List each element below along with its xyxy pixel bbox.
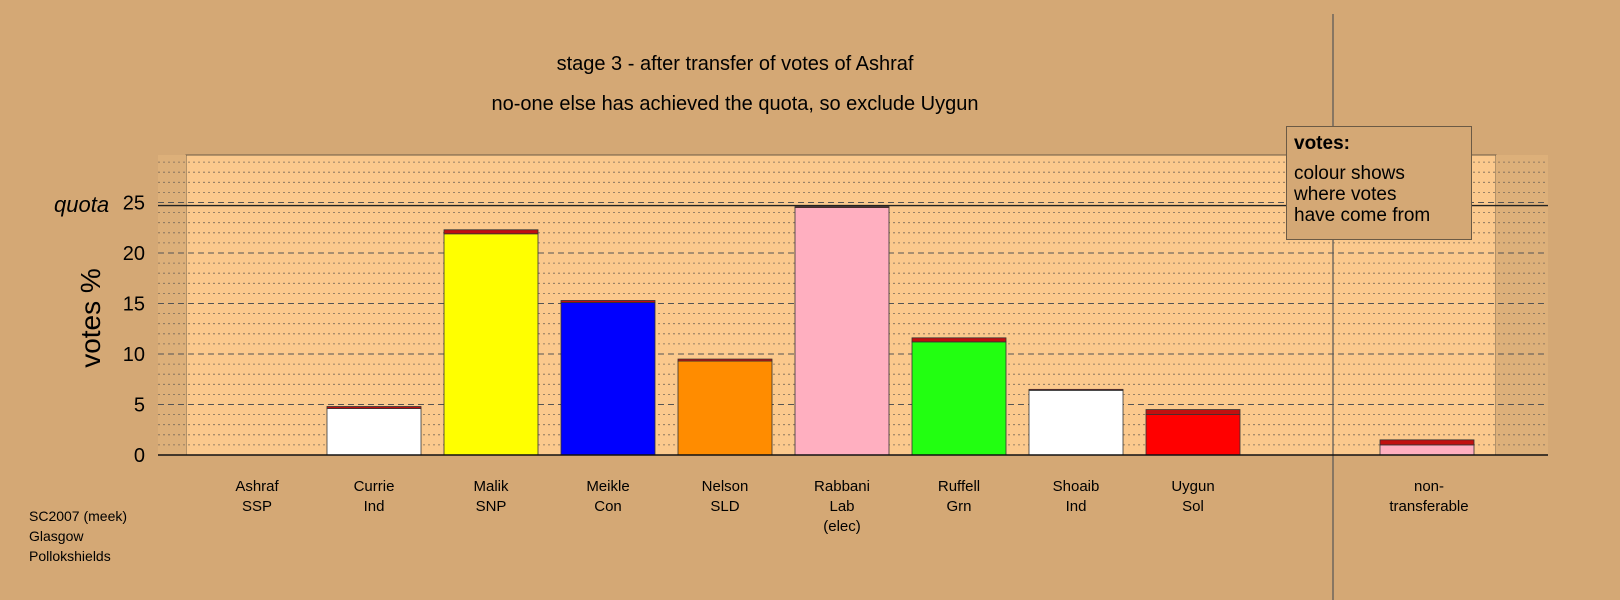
bar-malik-transfer-segment xyxy=(443,229,539,235)
bar-ruffell-bar xyxy=(911,341,1007,456)
bar-currie-transfer-segment xyxy=(326,406,422,409)
source-line: SC2007 (meek) xyxy=(29,508,128,524)
bar-shoaib-transfer-segment xyxy=(1028,388,1124,391)
nontransferable-label: non- xyxy=(1414,478,1444,495)
chart-subtitle: no-one else has achieved the quota, so e… xyxy=(491,93,979,115)
candidate-label: Currie xyxy=(354,478,395,495)
y-tick-label: 20 xyxy=(123,243,145,265)
bar-meikle-transfer-segment xyxy=(560,300,656,303)
chart-title: stage 3 - after transfer of votes of Ash… xyxy=(556,53,914,75)
candidate-label: Grn xyxy=(946,498,971,515)
candidate-label: Lab xyxy=(829,498,854,515)
y-axis-label: votes % xyxy=(75,268,106,368)
candidate-label: Rabbani xyxy=(814,478,870,495)
y-tick-label: 5 xyxy=(134,395,145,417)
bar-meikle-bar xyxy=(560,302,656,456)
legend-line: where votes xyxy=(1294,184,1397,205)
bar-rabbani-bar xyxy=(794,207,890,456)
bar-ruffell-transfer-segment xyxy=(911,337,1007,343)
bar-shoaib-bar xyxy=(1028,389,1124,456)
plot-margin-left xyxy=(158,155,186,455)
source-line: Pollokshields xyxy=(29,548,111,564)
candidate-label: Ruffell xyxy=(938,478,980,495)
source-line: Glasgow xyxy=(29,528,84,544)
labels: Ashraf SSP Currie Ind Malik SNP Meikle Con Nelso… xyxy=(123,193,1469,536)
candidate-label: SSP xyxy=(242,498,272,515)
plot-margin-right xyxy=(1496,155,1548,455)
bars xyxy=(326,206,1475,456)
y-tick-label: 15 xyxy=(123,294,145,316)
candidate-label: (elec) xyxy=(823,518,861,535)
y-tick-label: 10 xyxy=(123,344,145,366)
candidate-label: Ind xyxy=(364,498,385,515)
bar-nontransferable-bar xyxy=(1379,444,1475,456)
candidate-label: Meikle xyxy=(586,478,629,495)
nontransferable-label: transferable xyxy=(1389,498,1468,515)
candidate-label: Malik xyxy=(473,478,509,495)
quota-label: quota xyxy=(54,192,110,217)
legend-line: have come from xyxy=(1294,205,1431,226)
bar-nelson-bar xyxy=(677,360,773,456)
bar-uygun-transfer-segment xyxy=(1145,409,1241,415)
y-tick-label: 25 xyxy=(123,193,145,215)
bar-currie-bar xyxy=(326,408,422,456)
source-note: SC2007 (meek) Glasgow Pollokshields xyxy=(29,506,127,566)
bar-nelson-transfer-segment xyxy=(677,358,773,362)
legend-box: votes: colour shows where votes have com… xyxy=(1286,126,1472,240)
candidate-label: Uygun xyxy=(1171,478,1214,495)
candidate-label: Con xyxy=(594,498,622,515)
y-tick-label: 0 xyxy=(134,445,145,467)
candidate-label: Ind xyxy=(1066,498,1087,515)
candidate-label: SNP xyxy=(476,498,507,515)
candidate-label: Shoaib xyxy=(1053,478,1100,495)
legend-title: votes: xyxy=(1294,133,1350,154)
bar-malik-bar xyxy=(443,233,539,456)
candidate-label: Ashraf xyxy=(235,478,279,495)
bar-rabbani-transfer-segment xyxy=(794,206,890,208)
legend-line: colour shows xyxy=(1294,163,1405,184)
candidate-label: Nelson xyxy=(702,478,749,495)
bar-uygun-bar xyxy=(1145,414,1241,456)
candidate-label: SLD xyxy=(710,498,739,515)
candidate-label: Sol xyxy=(1182,498,1204,515)
bar-nontransferable-transfer-segment xyxy=(1379,439,1475,446)
